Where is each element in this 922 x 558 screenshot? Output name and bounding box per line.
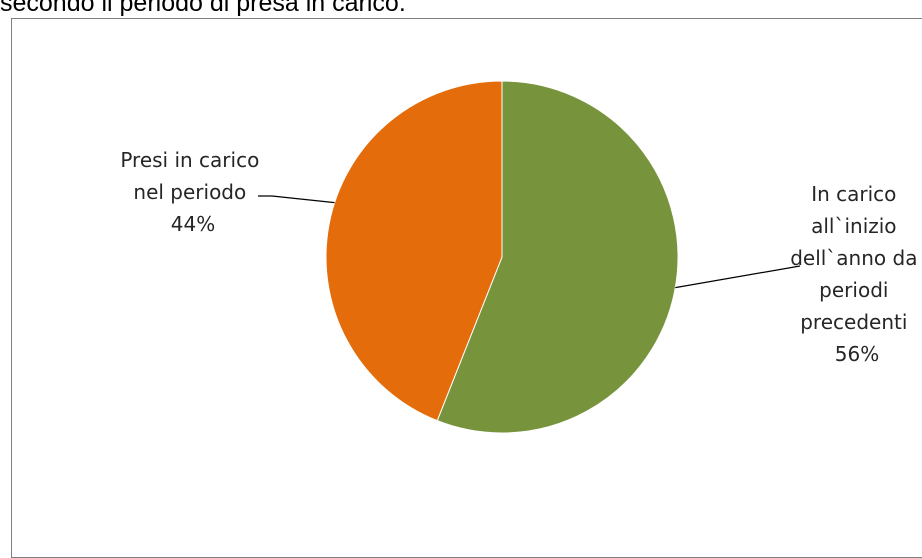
- data-label-presi-line-1: Presi in carico: [120, 148, 259, 172]
- data-label-in-carico-line-4: periodi: [819, 278, 888, 302]
- data-label-in-carico-line-1: In carico: [811, 182, 896, 206]
- chart-caption: secondo il periodo di presa in carico.: [0, 0, 406, 17]
- leader-line-in-carico: [675, 265, 801, 289]
- data-label-in-carico-line-5: precedenti: [800, 310, 907, 334]
- pie-slices: [325, 80, 679, 434]
- data-label-presi-line-2: nel periodo: [133, 180, 246, 204]
- data-label-in-carico: In carico all`inizio dell`anno da period…: [790, 182, 922, 366]
- leader-lines: [258, 195, 801, 289]
- pie-slice-in-carico: [436, 80, 679, 434]
- leader-line-presi: [258, 195, 335, 204]
- data-label-in-carico-line-3: dell`anno da: [790, 246, 917, 270]
- data-label-presi-value: 44%: [171, 212, 215, 236]
- data-label-in-carico-line-2: all`inizio: [811, 214, 896, 238]
- data-label-presi: Presi in carico nel periodo 44%: [120, 148, 265, 236]
- pie-chart: In carico all`inizio dell`anno da period…: [120, 80, 922, 434]
- data-label-in-carico-value: 56%: [835, 342, 879, 366]
- pie-slice-presi: [325, 80, 503, 422]
